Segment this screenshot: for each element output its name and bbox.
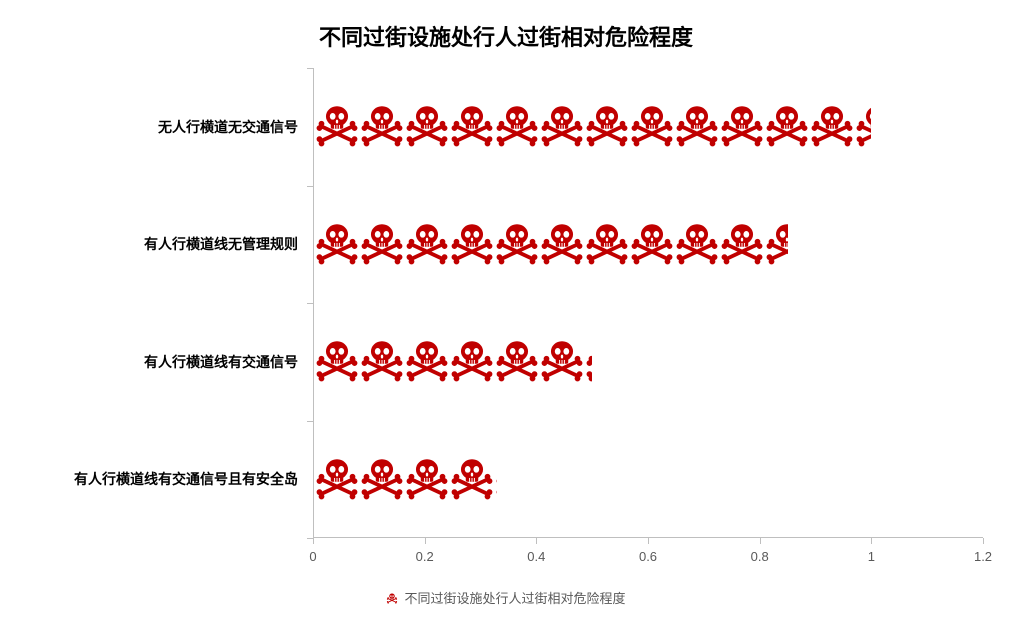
x-axis-tick (536, 538, 537, 544)
chart-title: 不同过街设施处行人过街相对危险程度 (0, 20, 1012, 52)
pictogram-bar (313, 220, 788, 268)
y-axis-tick (307, 303, 313, 304)
skull-icon (313, 220, 361, 266)
x-axis-tick-label: 0.2 (416, 549, 434, 564)
skull-icon (358, 220, 406, 266)
skull-icon (358, 455, 406, 501)
x-axis-tick-label: 0.8 (751, 549, 769, 564)
pictogram-bar (313, 338, 592, 386)
skull-icon (403, 103, 451, 149)
y-axis-tick (307, 68, 313, 69)
x-axis-tick-label: 1.2 (974, 549, 992, 564)
skull-icon (313, 338, 361, 384)
y-axis-category-label: 有人行横道线有交通信号 (144, 352, 298, 372)
skull-icon (628, 220, 676, 266)
skull-icon (583, 103, 631, 149)
y-axis-category-label: 有人行横道线有交通信号且有安全岛 (74, 469, 298, 489)
skull-icon (448, 338, 496, 384)
x-axis-tick (760, 538, 761, 544)
skull-icon (403, 455, 451, 501)
skull-icon (808, 103, 856, 149)
skull-icon (718, 103, 766, 149)
skull-icon (448, 220, 496, 266)
legend: 不同过街设施处行人过街相对危险程度 (0, 588, 1012, 607)
x-axis-tick (425, 538, 426, 544)
y-axis-tick (307, 538, 313, 539)
skull-icon (583, 220, 631, 266)
skull-icon (448, 455, 496, 501)
y-axis-category-label: 有人行横道线无管理规则 (144, 234, 298, 254)
skull-icon (313, 103, 361, 149)
skull-icon (313, 455, 361, 501)
skull-icon (763, 220, 788, 266)
legend-skull-icon (386, 592, 398, 604)
skull-icon (448, 103, 496, 149)
skull-icon (538, 220, 586, 266)
y-axis-tick (307, 421, 313, 422)
y-axis-category-label: 无人行横道无交通信号 (158, 117, 298, 137)
skull-icon (386, 592, 398, 604)
x-axis-tick-label: 0.6 (639, 549, 657, 564)
x-axis-tick-label: 0.4 (527, 549, 545, 564)
legend-label: 不同过街设施处行人过街相对危险程度 (404, 588, 625, 607)
skull-icon (358, 338, 406, 384)
skull-icon (673, 220, 721, 266)
skull-icon (358, 103, 406, 149)
skull-icon (493, 455, 497, 501)
skull-icon (493, 220, 541, 266)
y-axis-tick (307, 186, 313, 187)
skull-icon (493, 338, 541, 384)
pictogram-bar (313, 103, 871, 151)
x-axis-tick (313, 538, 314, 544)
plot-area: 00.20.40.60.811.2无人行横道无交通信号 (313, 68, 983, 538)
x-axis-tick (871, 538, 872, 544)
x-axis-tick (983, 538, 984, 544)
skull-icon (538, 338, 586, 384)
skull-icon (538, 103, 586, 149)
skull-icon (403, 220, 451, 266)
skull-icon (628, 103, 676, 149)
skull-icon (673, 103, 721, 149)
skull-icon (493, 103, 541, 149)
skull-icon (763, 103, 811, 149)
skull-icon (853, 103, 871, 149)
skull-icon (403, 338, 451, 384)
skull-icon (718, 220, 766, 266)
x-axis-tick-label: 1 (868, 549, 875, 564)
skull-icon (583, 338, 592, 384)
x-axis-tick-label: 0 (309, 549, 316, 564)
x-axis-tick (648, 538, 649, 544)
pictogram-bar (313, 455, 497, 503)
chart-container: 不同过街设施处行人过街相对危险程度 00.20.40.60.811.2无人行横道… (0, 0, 1012, 619)
